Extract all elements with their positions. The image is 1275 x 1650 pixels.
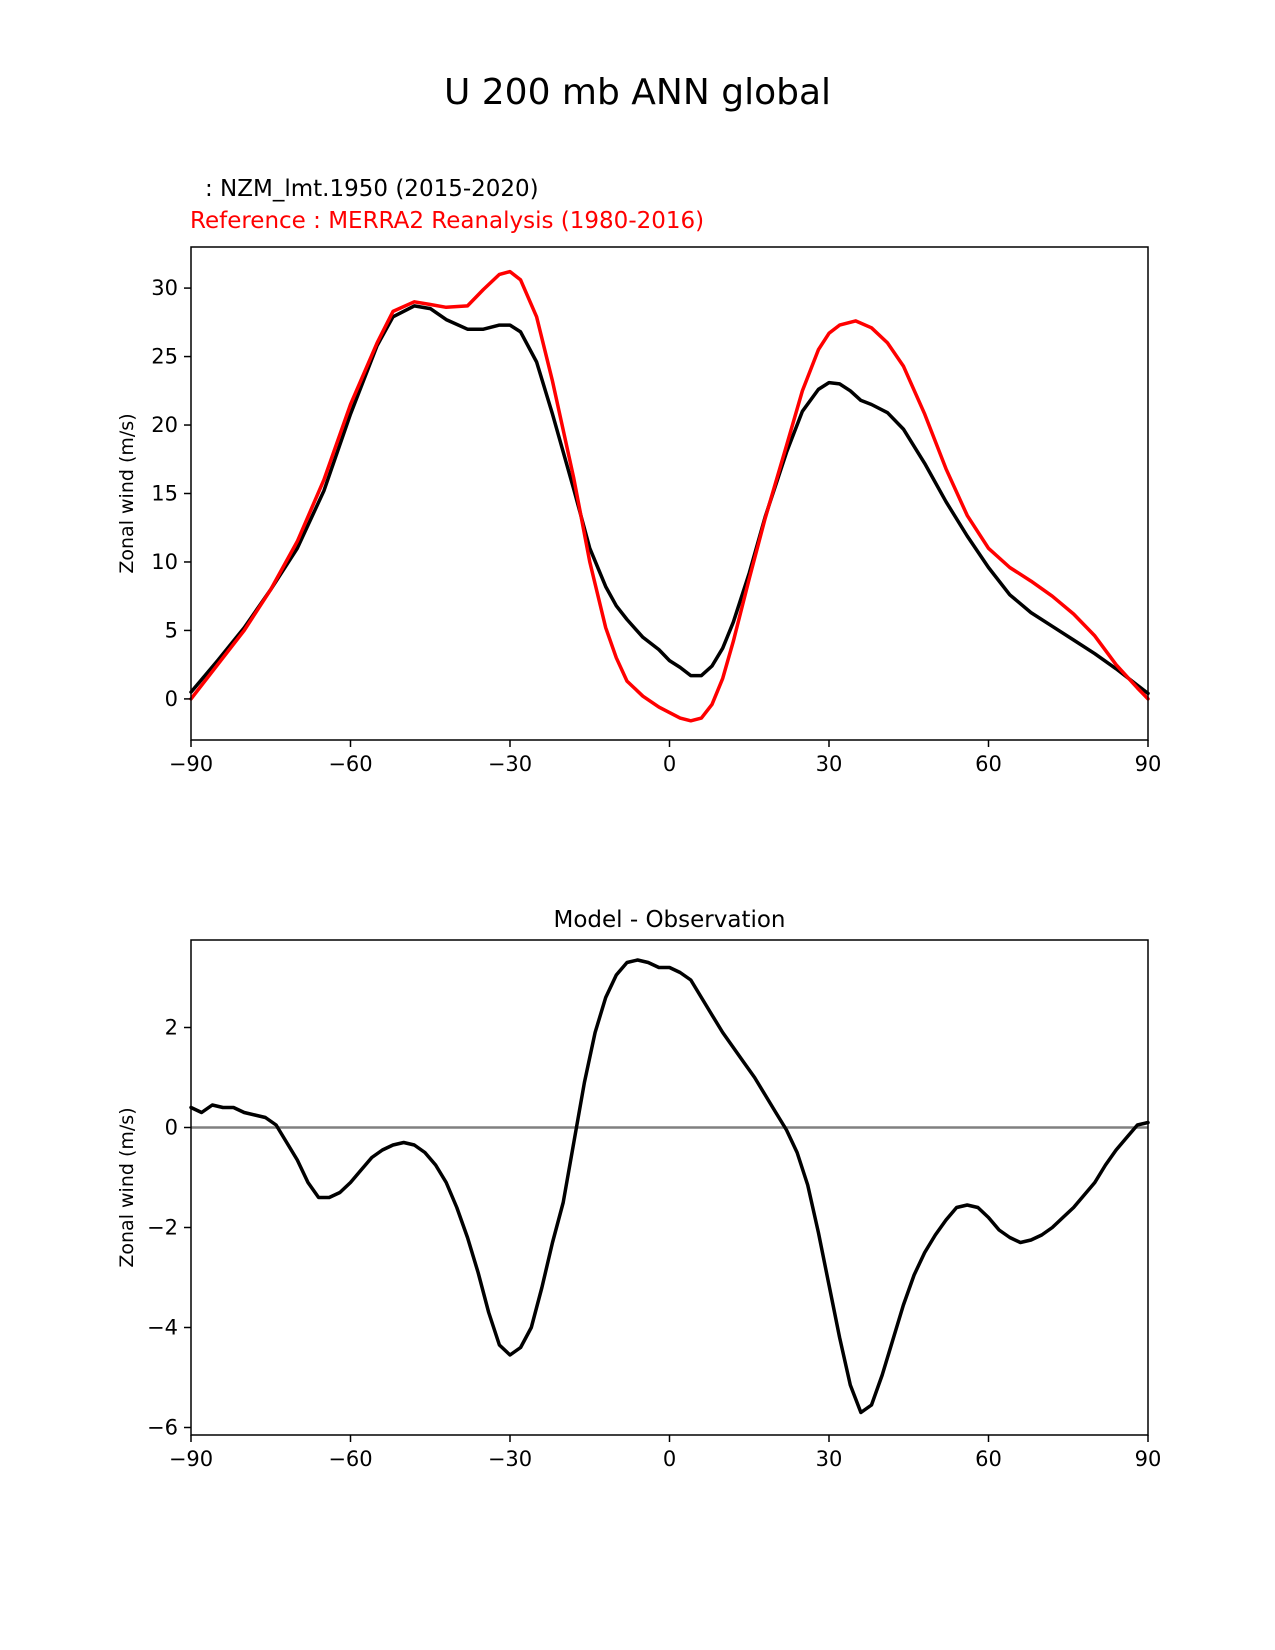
y-tick-label: 30 — [151, 276, 178, 300]
x-tick-label: −30 — [488, 752, 532, 776]
y-tick-label: −2 — [147, 1216, 178, 1240]
test-model-label: : NZM_lmt.1950 (2015-2020) — [205, 176, 539, 202]
y-tick-label: 2 — [165, 1016, 178, 1040]
y-tick-label: 0 — [165, 1116, 178, 1140]
x-tick-label: −60 — [328, 752, 372, 776]
x-tick-label: 60 — [975, 752, 1002, 776]
y-tick-label: 20 — [151, 413, 178, 437]
subplot-title: Model - Observation — [553, 907, 785, 933]
series-line-model — [189, 958, 1150, 1415]
y-axis-label: Zonal wind (m/s) — [116, 1107, 138, 1267]
y-tick-label: 0 — [165, 687, 178, 711]
y-tick-label: 10 — [151, 550, 178, 574]
y-axis-label: Zonal wind (m/s) — [116, 413, 138, 573]
x-tick-label: 90 — [1135, 1447, 1162, 1471]
figure-title: U 200 mb ANN global — [443, 72, 832, 113]
x-tick-label: 60 — [975, 1447, 1002, 1471]
reference-label: Reference : MERRA2 Reanalysis (1980-2016… — [190, 208, 705, 234]
y-tick-label: 5 — [165, 618, 178, 642]
x-tick-label: 90 — [1135, 752, 1162, 776]
x-tick-label: −90 — [169, 1447, 213, 1471]
y-tick-label: −6 — [147, 1416, 178, 1440]
top-chart: −90 −60 −30 0 30 60 90 0 5 10 15 20 25 30 Zonal wind (… — [116, 246, 1162, 776]
plot-frame — [190, 939, 1149, 1436]
difference-chart: −90 −60 −30 0 30 60 90 −6 −4 −2 0 2 Zonal wind (m/s)… — [116, 907, 1161, 1471]
x-tick-label: 0 — [663, 1447, 676, 1471]
y-tick-label: −4 — [147, 1316, 178, 1340]
x-tick-label: 30 — [816, 1447, 843, 1471]
x-tick-label: 0 — [663, 752, 676, 776]
y-tick-label: 15 — [151, 482, 178, 506]
series-line-model — [189, 304, 1150, 696]
series-line-reference — [189, 269, 1150, 723]
plot-frame — [190, 246, 1149, 741]
y-tick-label: 25 — [151, 345, 178, 369]
x-tick-label: −90 — [169, 752, 213, 776]
x-tick-label: 30 — [816, 752, 843, 776]
x-tick-label: −30 — [488, 1447, 532, 1471]
x-tick-label: −60 — [328, 1447, 372, 1471]
